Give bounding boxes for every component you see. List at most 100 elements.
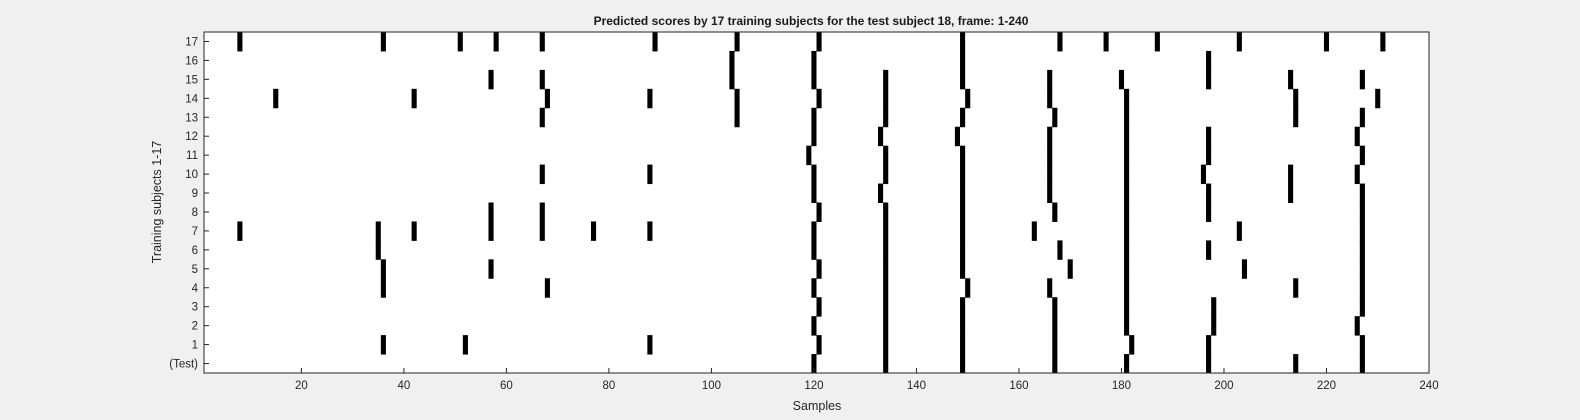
score-mark bbox=[883, 335, 889, 355]
score-mark bbox=[1154, 32, 1160, 52]
score-mark bbox=[883, 240, 889, 260]
score-mark bbox=[380, 335, 386, 355]
score-mark bbox=[1052, 316, 1058, 336]
score-mark bbox=[811, 221, 817, 241]
score-mark bbox=[1124, 183, 1130, 203]
score-mark bbox=[1293, 278, 1299, 298]
score-mark bbox=[488, 221, 494, 241]
y-axis-label: Training subjects 1-17 bbox=[150, 141, 164, 264]
plot-area bbox=[204, 32, 1429, 373]
score-mark bbox=[1124, 126, 1130, 147]
y-tick-label: 5 bbox=[192, 264, 198, 276]
score-mark bbox=[1380, 32, 1386, 52]
score-mark bbox=[960, 107, 966, 128]
score-mark bbox=[1200, 164, 1207, 185]
score-mark bbox=[883, 354, 889, 374]
score-mark bbox=[1359, 259, 1365, 279]
y-tick-label: 2 bbox=[192, 321, 198, 333]
score-mark bbox=[237, 221, 243, 241]
y-tick-label: 17 bbox=[185, 36, 198, 48]
score-mark bbox=[1047, 183, 1053, 203]
score-mark bbox=[1293, 88, 1299, 109]
score-mark bbox=[883, 316, 889, 336]
score-mark bbox=[380, 278, 386, 298]
score-mark bbox=[411, 88, 417, 109]
score-mark bbox=[1124, 107, 1130, 128]
score-mark bbox=[1359, 183, 1365, 203]
score-mark bbox=[647, 88, 653, 109]
score-mark bbox=[883, 88, 889, 109]
score-mark bbox=[734, 88, 740, 109]
score-mark bbox=[1375, 88, 1381, 109]
score-mark bbox=[1354, 316, 1360, 336]
score-mark bbox=[811, 354, 817, 374]
x-tick-label: 80 bbox=[603, 380, 616, 392]
y-tick-label: 11 bbox=[186, 150, 198, 162]
score-mark bbox=[647, 164, 653, 185]
score-mark bbox=[1359, 335, 1365, 355]
score-mark bbox=[883, 221, 889, 241]
score-mark bbox=[960, 183, 966, 203]
score-mark bbox=[1354, 126, 1360, 147]
score-mark bbox=[1118, 69, 1125, 90]
y-tick-label: 4 bbox=[192, 283, 199, 295]
score-mark bbox=[960, 221, 966, 241]
score-mark bbox=[883, 278, 889, 298]
score-mark bbox=[273, 88, 279, 109]
score-mark bbox=[1057, 240, 1063, 260]
score-mark bbox=[1359, 107, 1365, 128]
score-mark bbox=[539, 107, 545, 128]
score-mark bbox=[1052, 335, 1058, 355]
score-mark bbox=[965, 88, 971, 109]
score-mark bbox=[960, 316, 966, 336]
score-mark bbox=[729, 50, 735, 71]
score-mark bbox=[1206, 50, 1212, 71]
score-mark bbox=[1359, 297, 1365, 317]
score-mark bbox=[960, 164, 966, 185]
x-tick-label: 60 bbox=[500, 380, 513, 392]
score-mark bbox=[883, 259, 889, 279]
score-mark bbox=[960, 202, 966, 222]
x-tick-label: 120 bbox=[804, 380, 823, 392]
y-tick-label: 6 bbox=[192, 245, 198, 257]
score-mark bbox=[1241, 259, 1248, 279]
score-mark bbox=[1206, 240, 1212, 260]
score-mark bbox=[811, 278, 817, 298]
score-mark bbox=[1052, 107, 1058, 128]
score-mark bbox=[1359, 202, 1365, 222]
score-mark bbox=[1047, 69, 1053, 90]
score-mark bbox=[539, 221, 545, 241]
score-mark bbox=[1052, 297, 1058, 317]
score-mark bbox=[883, 69, 889, 90]
x-tick-label: 160 bbox=[1009, 380, 1028, 392]
x-tick-label: 200 bbox=[1214, 380, 1233, 392]
marks-layer bbox=[237, 32, 1386, 374]
score-mark bbox=[816, 32, 822, 52]
score-mark bbox=[811, 183, 817, 203]
score-mark bbox=[1047, 145, 1053, 166]
score-mark bbox=[883, 164, 889, 185]
score-mark bbox=[1359, 221, 1365, 241]
score-mark bbox=[375, 240, 381, 260]
score-mark bbox=[647, 221, 653, 241]
score-mark bbox=[960, 240, 966, 260]
score-mark bbox=[816, 259, 822, 279]
score-mark bbox=[539, 32, 545, 52]
score-mark bbox=[1236, 32, 1242, 52]
score-mark bbox=[1211, 316, 1217, 336]
score-mark bbox=[954, 126, 960, 147]
score-mark bbox=[734, 32, 740, 52]
score-mark bbox=[1047, 126, 1053, 147]
score-mark bbox=[960, 297, 966, 317]
score-mark bbox=[1067, 259, 1073, 279]
score-mark bbox=[878, 126, 884, 147]
y-tick-label: 16 bbox=[185, 55, 198, 67]
y-tick-label: 9 bbox=[192, 188, 198, 200]
score-mark bbox=[1124, 88, 1130, 109]
score-mark bbox=[1206, 145, 1212, 166]
score-mark bbox=[237, 32, 243, 52]
y-tick-label: 13 bbox=[185, 112, 198, 124]
score-mark bbox=[811, 50, 817, 71]
y-tick-label: 14 bbox=[185, 93, 198, 105]
score-mark bbox=[811, 69, 817, 90]
